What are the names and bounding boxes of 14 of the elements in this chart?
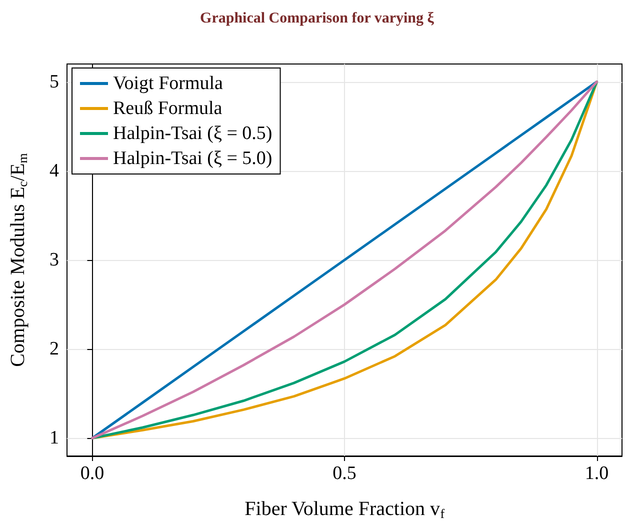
y-tick-label: 1 [50,428,59,449]
y-tick-label: 5 [50,71,59,92]
y-tick-label: 2 [50,338,59,360]
chart-title: Graphical Comparison for varying ξ [200,10,434,26]
x-tick-label: 0.0 [80,463,104,484]
legend-label: Halpin-Tsai (ξ = 5.0) [113,148,272,169]
y-tick-label: 4 [50,160,60,182]
legend-label: Voigt Formula [113,73,224,94]
y-axis-title: Composite Modulus Ec/Em [7,153,30,367]
x-tick-label: 1.0 [584,463,609,484]
y-tick-label: 3 [50,250,59,270]
legend-label: Halpin-Tsai (ξ = 0.5) [113,123,272,144]
x-tick-label: 0.5 [332,463,356,484]
legend-label: Reuß Formula [113,98,223,119]
